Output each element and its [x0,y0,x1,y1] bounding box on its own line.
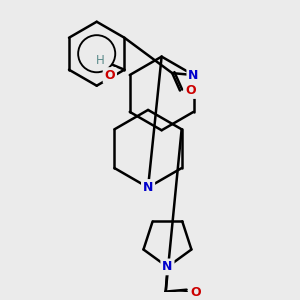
Text: H: H [96,55,104,68]
Text: N: N [188,68,199,82]
Text: O: O [104,69,115,82]
Text: N: N [162,260,172,273]
Text: O: O [185,84,196,97]
Text: O: O [190,286,201,298]
Text: N: N [143,181,153,194]
